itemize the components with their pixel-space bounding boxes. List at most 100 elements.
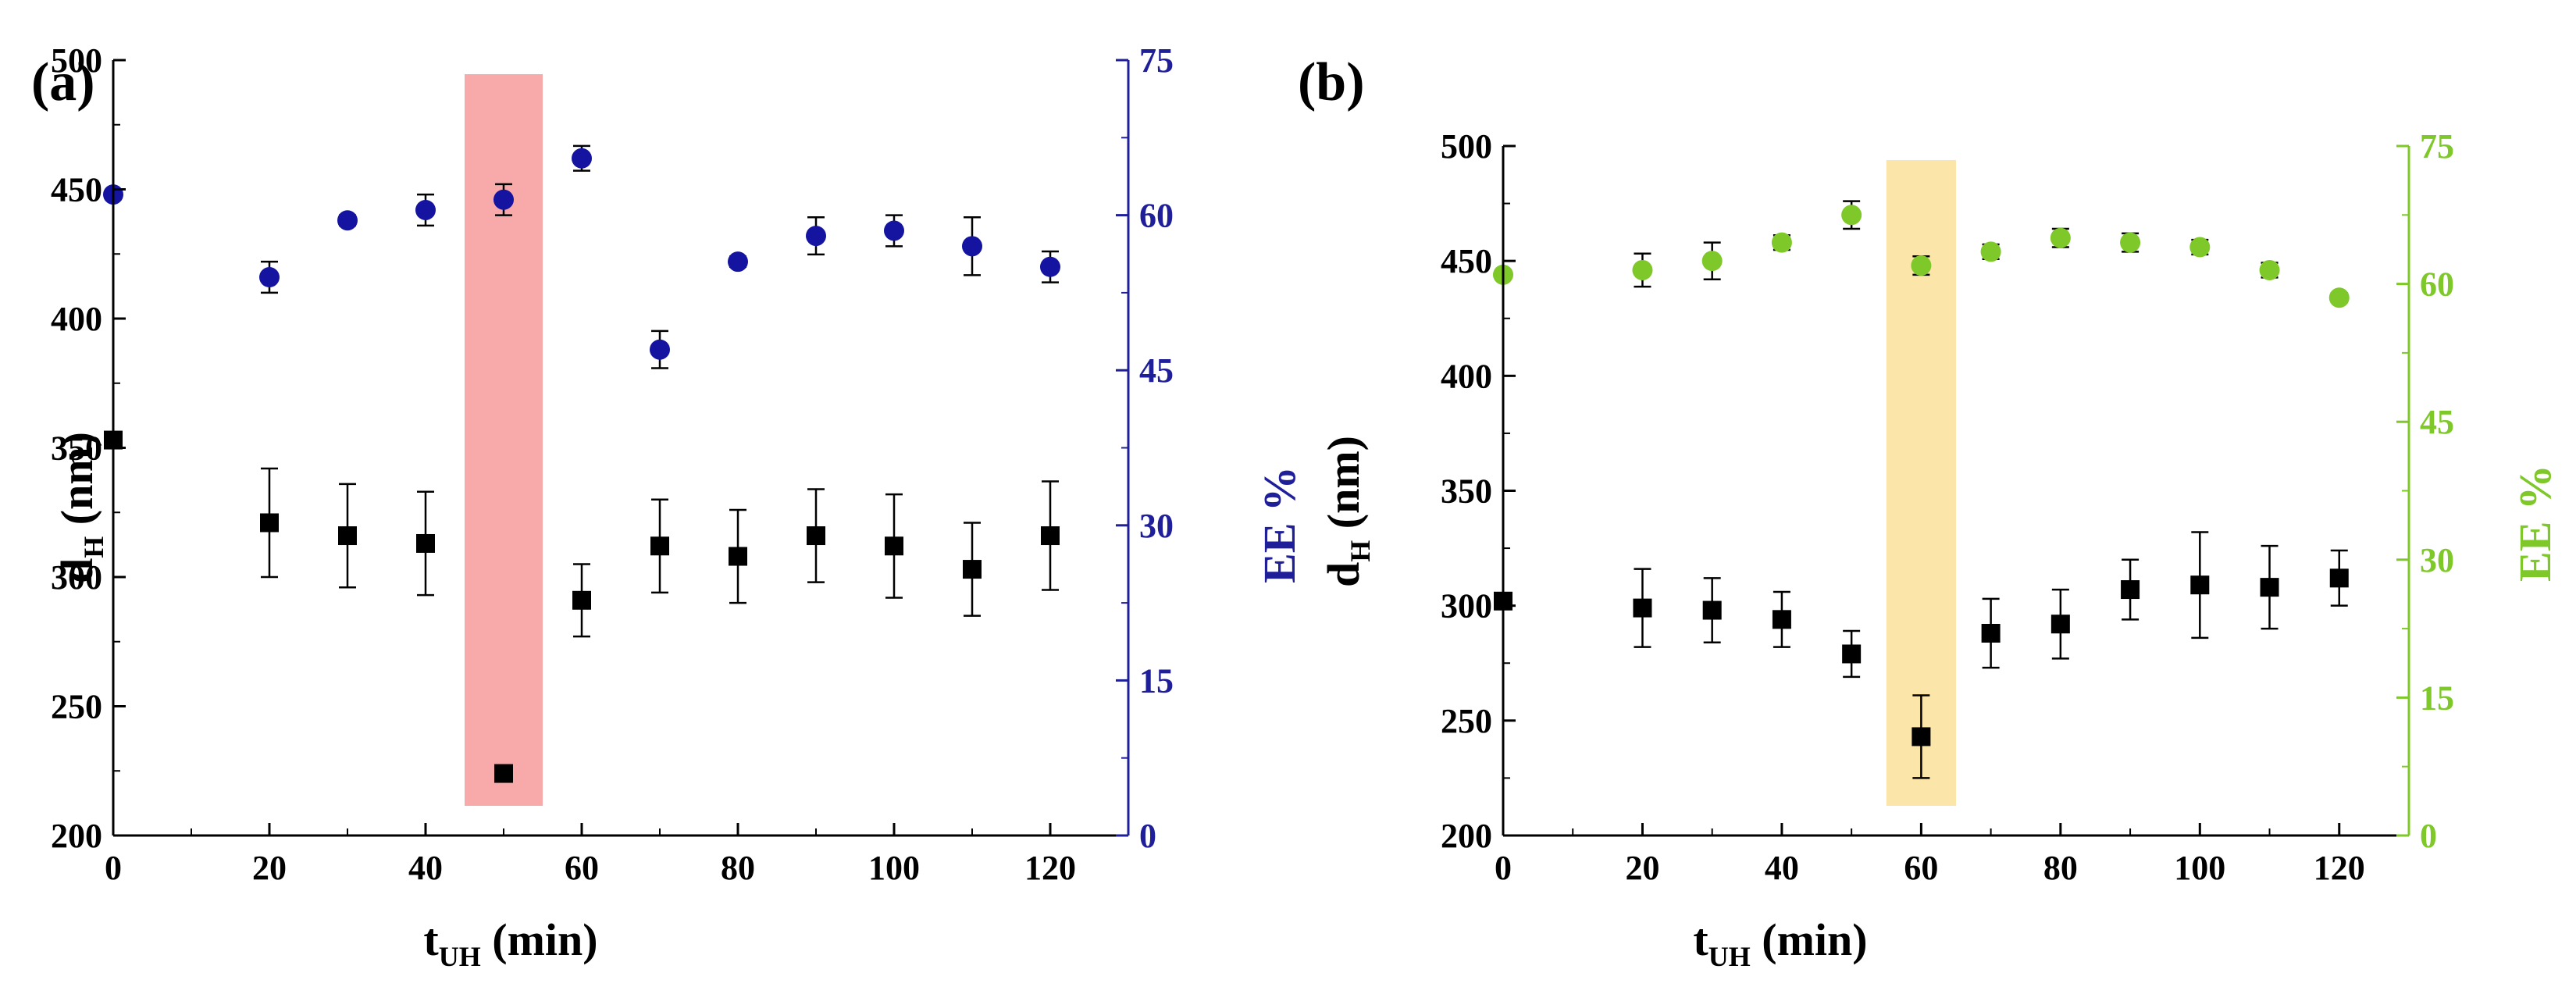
data-point-square <box>807 526 825 546</box>
y2-tick-label: 60 <box>1139 197 1174 235</box>
data-point-circle <box>259 267 280 288</box>
y-tick-label: 400 <box>51 300 102 338</box>
data-point-square <box>572 590 591 610</box>
y-tick-label: 500 <box>51 41 102 80</box>
y-tick-label: 500 <box>1441 127 1492 166</box>
y-axis-title: dH (nm) <box>52 432 109 583</box>
x-tick-label: 40 <box>1765 849 1799 887</box>
data-point-square <box>2050 615 2070 634</box>
data-point-square <box>650 536 669 556</box>
data-point-square <box>885 536 903 556</box>
axes: 0 20 40 60 80 100 120 200 250 300 350 400 450 500 0 15 3… <box>1441 127 2454 887</box>
x-axis-title: tUH (min) <box>1693 914 1867 972</box>
y-tick-label: 200 <box>1441 817 1492 855</box>
data-point-square <box>729 547 747 566</box>
data-point-square <box>1842 644 1862 664</box>
x-axis-title-unit: (min) <box>1762 914 1867 965</box>
data-point-circle <box>1980 241 2001 262</box>
y-axis-title-main: d <box>1318 562 1369 587</box>
x-tick-label: 120 <box>2314 849 2365 887</box>
y-axis-title-sub: H <box>78 536 109 558</box>
data-point-circle <box>1701 251 1723 272</box>
y-tick-label: 450 <box>1441 242 1492 280</box>
data-point-circle <box>2120 232 2141 253</box>
data-point-square <box>1702 600 1722 620</box>
data-point-square <box>1912 727 1931 746</box>
y2-tick-label: 75 <box>2420 127 2454 166</box>
y-tick-label: 250 <box>51 688 102 726</box>
data-point-circle <box>1040 256 1060 277</box>
y2-tick-label: 30 <box>2420 541 2454 579</box>
y-tick-label: 350 <box>1441 472 1492 511</box>
x-tick-label: 100 <box>2174 849 2225 887</box>
data-point-circle <box>1632 259 1653 280</box>
data-point-circle <box>415 199 436 220</box>
x-axis-title-main: t <box>1693 914 1708 965</box>
x-tick-label: 0 <box>105 849 122 887</box>
panel-label: (b) <box>1298 52 1365 112</box>
y2-axis-title: EE % <box>1254 466 1305 583</box>
data-point-circle <box>962 236 982 257</box>
data-point-circle <box>337 210 358 231</box>
data-point-circle <box>2050 227 2071 248</box>
data-point-circle <box>806 226 826 247</box>
data-point-circle <box>572 148 592 169</box>
y-tick-label: 350 <box>51 429 102 468</box>
x-axis-title-sub: UH <box>439 941 481 972</box>
data-point-square <box>2329 568 2349 588</box>
x-axis-title-sub: UH <box>1708 941 1751 972</box>
x-axis-title-unit: (min) <box>492 914 597 965</box>
x-tick-label: 20 <box>1625 849 1659 887</box>
y2-tick-label: 45 <box>2420 403 2454 441</box>
panel-b: 0 20 40 60 80 100 120 200 250 300 350 400 450 500 0 15 3… <box>1298 52 2560 972</box>
y-axis-title-unit: (nm) <box>1318 436 1369 529</box>
y-tick-label: 300 <box>51 558 102 597</box>
data-point-square <box>338 526 357 546</box>
data-point-square <box>1041 526 1060 546</box>
data-point-circle <box>2328 287 2350 308</box>
data-point-square <box>416 533 435 553</box>
data-point-square <box>1981 623 2001 643</box>
data-point-circle <box>2189 237 2211 258</box>
y-tick-label: 300 <box>1441 587 1492 625</box>
x-axis-title: tUH (min) <box>423 914 597 972</box>
y2-tick-label: 60 <box>2420 265 2454 304</box>
data-point-circle <box>2259 259 2280 280</box>
y2-tick-label: 15 <box>1139 661 1174 700</box>
y-tick-label: 200 <box>51 817 102 855</box>
x-axis-title-main: t <box>423 914 439 965</box>
data-point-square <box>963 560 982 579</box>
data-point-circle <box>728 251 748 273</box>
y2-tick-label: 0 <box>1139 817 1156 855</box>
data-point-square <box>2260 578 2279 597</box>
data-point-circle <box>1841 205 1862 226</box>
x-tick-label: 60 <box>565 849 599 887</box>
x-tick-label: 20 <box>252 849 287 887</box>
x-tick-label: 40 <box>408 849 443 887</box>
data-points <box>1493 200 2350 779</box>
x-tick-label: 80 <box>721 849 755 887</box>
y2-tick-label: 75 <box>1139 41 1174 80</box>
data-point-square <box>1772 610 1791 629</box>
y-axis-title-main: d <box>52 558 102 583</box>
data-point-square <box>2121 580 2140 600</box>
y-axis-title: dH (nm) <box>1318 436 1376 587</box>
data-point-circle <box>1911 255 1932 276</box>
data-point-circle <box>650 339 670 360</box>
panel-a: 0 20 40 60 80 100 120 200 250 300 350 400 450 500 0 15 3… <box>31 41 1305 972</box>
y-tick-label: 250 <box>1441 702 1492 740</box>
data-point-square <box>260 513 279 533</box>
data-point-circle <box>884 220 904 241</box>
data-point-circle <box>1771 232 1792 253</box>
data-points <box>103 144 1060 783</box>
x-tick-label: 60 <box>1904 849 1938 887</box>
data-point-square <box>2190 575 2210 595</box>
panel-label: (a) <box>31 52 95 112</box>
x-tick-label: 80 <box>2043 849 2078 887</box>
x-tick-label: 120 <box>1024 849 1076 887</box>
y2-axis-title: EE % <box>2510 465 2560 582</box>
y2-tick-label: 15 <box>2420 679 2454 717</box>
axes: 0 20 40 60 80 100 120 200 250 300 350 400 450 500 0 15 3… <box>51 41 1174 887</box>
y-axis-title-unit: (nm) <box>52 432 102 525</box>
